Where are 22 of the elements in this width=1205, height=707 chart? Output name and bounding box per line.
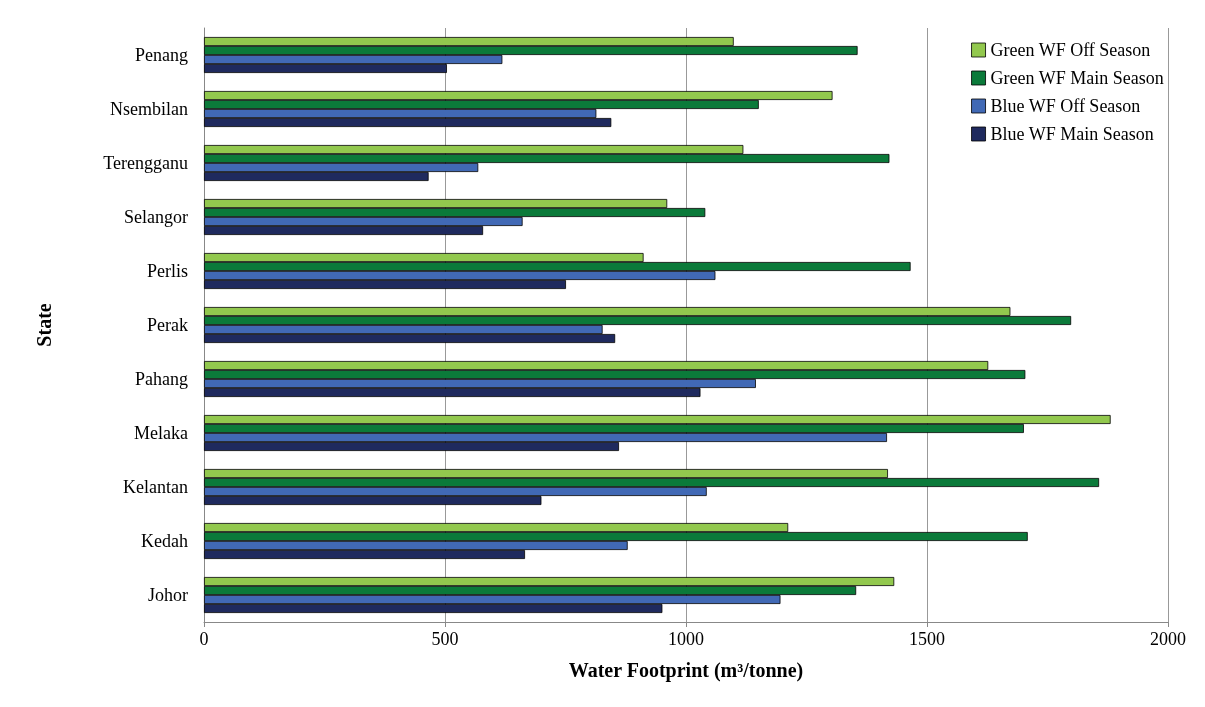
y-tick-label: Melaka <box>134 423 188 443</box>
y-tick-label: Terengganu <box>103 153 188 173</box>
y-tick-label: Johor <box>148 585 188 605</box>
y-tick-label: Perak <box>147 315 188 335</box>
legend-label: Blue WF Off Season <box>990 96 1141 116</box>
y-tick-label: Pahang <box>135 369 188 389</box>
y-tick-label: Penang <box>135 45 188 65</box>
x-tick-label: 0 <box>199 629 209 649</box>
y-axis-title: State <box>33 303 55 347</box>
legend-label: Green WF Off Season <box>990 40 1151 60</box>
x-axis-title: Water Footprint (m³/tonne) <box>568 659 804 682</box>
x-tick-label: 500 <box>431 629 459 649</box>
y-tick-label: Perlis <box>146 261 188 281</box>
x-tick-label: 1500 <box>909 629 945 649</box>
legend-label: Blue WF Main Season <box>990 124 1154 144</box>
y-tick-label: Selangor <box>124 207 189 227</box>
legend-label: Green WF Main Season <box>990 68 1164 88</box>
x-tick-label: 1000 <box>668 629 704 649</box>
y-tick-label: Kelantan <box>123 477 188 497</box>
y-tick-label: Nsembilan <box>110 99 188 119</box>
y-tick-label: Kedah <box>141 531 188 551</box>
x-tick-label: 2000 <box>1150 629 1186 649</box>
